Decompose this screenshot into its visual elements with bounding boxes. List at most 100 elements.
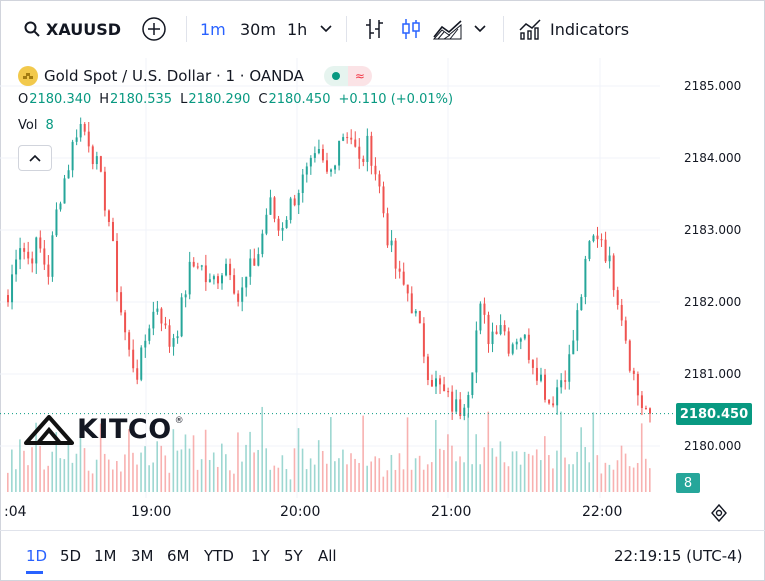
- candle-body: [257, 254, 260, 266]
- candle-body: [467, 394, 470, 408]
- compare-symbol-button[interactable]: [140, 14, 168, 44]
- candle-body: [507, 331, 510, 354]
- candle-body: [608, 255, 611, 262]
- candle-body: [55, 209, 58, 236]
- candle-body: [491, 331, 494, 345]
- interval-1m[interactable]: 1m: [200, 19, 226, 39]
- chart-style-dropdown[interactable]: [474, 14, 486, 44]
- interval-30m[interactable]: 30m: [240, 19, 276, 39]
- range-1y[interactable]: 1Y: [251, 547, 270, 565]
- volume-bar: [600, 473, 603, 492]
- candle-body: [374, 165, 377, 175]
- range-1m[interactable]: 1M: [94, 547, 117, 565]
- candle-body: [67, 170, 70, 179]
- dot-icon: [331, 72, 340, 80]
- volume-bar: [27, 465, 29, 492]
- volume-bar: [233, 473, 235, 492]
- volume-bar: [200, 459, 203, 492]
- volume-bar: [11, 449, 13, 492]
- candle-body: [447, 391, 450, 393]
- interval-1h[interactable]: 1h: [287, 19, 308, 39]
- candle-body: [410, 293, 413, 314]
- range-5y[interactable]: 5Y: [284, 547, 303, 565]
- volume-bar: [544, 436, 546, 492]
- range-5d[interactable]: 5D: [60, 547, 82, 565]
- high-value: H2180.535: [99, 92, 173, 107]
- candle-body: [414, 310, 417, 314]
- range-3m[interactable]: 3M: [131, 547, 154, 565]
- candle-body: [515, 341, 518, 345]
- volume-bar: [604, 462, 607, 492]
- candle-body: [386, 213, 389, 246]
- volume-bar: [261, 406, 263, 492]
- candle-body: [7, 295, 9, 303]
- volume-bar: [624, 453, 627, 492]
- volume-bar: [628, 466, 631, 492]
- candle-body: [51, 235, 54, 277]
- time-tick: :04: [4, 504, 27, 520]
- volume-bar: [67, 436, 70, 492]
- volume-bar: [410, 469, 413, 492]
- indicators-button[interactable]: Indicators: [518, 14, 629, 44]
- candle-body: [418, 310, 421, 324]
- candle-body: [390, 240, 393, 246]
- volume-bar: [91, 473, 94, 492]
- candle-body: [350, 137, 353, 140]
- volume-bar: [463, 462, 465, 492]
- time-tick: 22:00: [582, 504, 623, 520]
- candle-body: [475, 330, 478, 373]
- volume-bar: [394, 469, 397, 492]
- symbol-search[interactable]: XAUUSD: [24, 14, 121, 44]
- candle-body: [370, 135, 373, 166]
- volume-bar: [103, 453, 106, 492]
- candle-body: [649, 408, 651, 414]
- volume-bar: [47, 465, 49, 492]
- range-6m[interactable]: 6M: [167, 547, 190, 565]
- volume-bar: [253, 452, 255, 492]
- volume-bar: [447, 434, 449, 492]
- volume-bar: [418, 455, 421, 492]
- range-1d[interactable]: 1D: [26, 547, 48, 565]
- volume-bar: [503, 462, 506, 492]
- volume-bar: [204, 429, 207, 492]
- range-ytd[interactable]: YTD: [204, 547, 234, 565]
- candle-chart-style-button[interactable]: [400, 14, 422, 44]
- range-all[interactable]: All: [318, 547, 337, 565]
- approx-toggle[interactable]: ≈: [347, 66, 372, 86]
- volume-bar: [354, 458, 356, 492]
- plus-circle-icon: [142, 17, 166, 41]
- candle-body: [285, 219, 288, 228]
- candle-body: [406, 284, 409, 294]
- symbol-label: XAUUSD: [46, 19, 122, 39]
- volume-bar: [386, 470, 389, 492]
- candle-body: [487, 314, 490, 345]
- collapse-legend-button[interactable]: [18, 145, 52, 171]
- axis-settings-button[interactable]: [708, 502, 730, 524]
- volume-bar: [152, 462, 154, 492]
- volume-bar: [378, 458, 381, 492]
- bar-chart-style-button[interactable]: [364, 14, 386, 44]
- volume-bar: [31, 447, 33, 492]
- candle-body: [313, 153, 316, 158]
- volume-bar: [140, 452, 142, 492]
- timezone-clock[interactable]: 22:19:15 (UTC-4): [614, 547, 743, 565]
- candle-body: [334, 165, 337, 170]
- volume-bar: [7, 472, 9, 492]
- candle-body: [402, 271, 405, 285]
- volume-bar: [116, 461, 118, 492]
- volume-bar: [59, 458, 62, 492]
- candle-body: [495, 331, 498, 335]
- volume-bar: [499, 441, 502, 492]
- candle-body: [531, 359, 534, 368]
- volume-bar: [596, 455, 599, 492]
- price-chart[interactable]: [0, 58, 765, 498]
- candle-body: [305, 166, 308, 175]
- chevron-down-icon: [320, 25, 332, 33]
- visibility-toggle[interactable]: [323, 66, 348, 86]
- candle-body: [103, 171, 106, 211]
- interval-dropdown[interactable]: [320, 14, 332, 44]
- area-chart-style-button[interactable]: [432, 14, 464, 44]
- volume-bar: [350, 453, 352, 492]
- volume-bar: [649, 468, 651, 492]
- candle-body: [596, 235, 599, 240]
